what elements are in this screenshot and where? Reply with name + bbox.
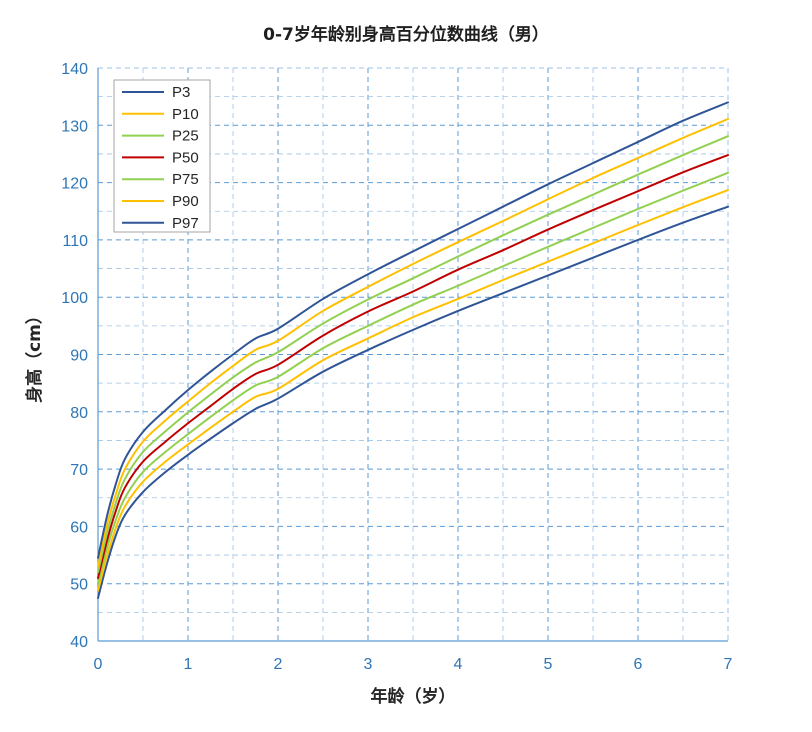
y-tick-label: 130 xyxy=(61,118,88,135)
series-line-p25 xyxy=(97,171,729,585)
y-tick-label: 110 xyxy=(62,233,88,250)
y-tick-label: 70 xyxy=(70,462,88,479)
legend: P3 P10 P25 P50 P75 P90 P97 xyxy=(113,79,211,233)
legend-label-p97: P97 xyxy=(172,215,199,232)
x-tick-label: 0 xyxy=(94,656,103,673)
y-tick-label: 120 xyxy=(61,176,88,193)
series-line-p10 xyxy=(97,189,729,592)
series-line-p90 xyxy=(97,118,729,568)
chart-title: 0-7岁年龄别身高百分位数曲线（男） xyxy=(263,24,549,45)
legend-label-p50: P50 xyxy=(172,149,199,166)
series-line-p75 xyxy=(97,135,729,574)
y-tick-label: 80 xyxy=(70,405,88,422)
x-tick-label: 1 xyxy=(184,656,193,673)
x-tick-label: 6 xyxy=(634,656,643,673)
x-tick-label: 2 xyxy=(274,656,283,673)
y-tick-label: 40 xyxy=(70,634,88,651)
legend-box xyxy=(113,79,211,233)
legend-label-p25: P25 xyxy=(172,128,199,145)
x-axis-tick-labels: 0 1 2 3 4 5 6 7 xyxy=(94,656,733,673)
y-axis-title: 身高（cm） xyxy=(24,307,45,403)
x-tick-label: 7 xyxy=(724,656,733,673)
y-tick-label: 100 xyxy=(61,290,88,307)
series-line-p50 xyxy=(97,154,729,579)
y-tick-label: 140 xyxy=(61,61,88,78)
legend-label-p90: P90 xyxy=(172,193,199,210)
y-tick-label: 50 xyxy=(70,577,88,594)
legend-label-p10: P10 xyxy=(172,106,199,123)
legend-label-p75: P75 xyxy=(172,171,199,188)
x-tick-label: 3 xyxy=(364,656,373,673)
y-tick-label: 60 xyxy=(70,519,88,536)
series-lines xyxy=(97,101,729,600)
y-axis-tick-labels: 40 50 60 70 80 90 100 110 120 130 140 xyxy=(61,61,88,651)
y-tick-label: 90 xyxy=(70,348,88,365)
x-tick-label: 4 xyxy=(454,656,463,673)
series-line-p97 xyxy=(97,101,729,559)
x-axis-title: 年龄（岁） xyxy=(371,686,456,707)
x-tick-label: 5 xyxy=(544,656,553,673)
series-line-p3 xyxy=(97,205,729,600)
legend-label-p3: P3 xyxy=(172,84,190,101)
